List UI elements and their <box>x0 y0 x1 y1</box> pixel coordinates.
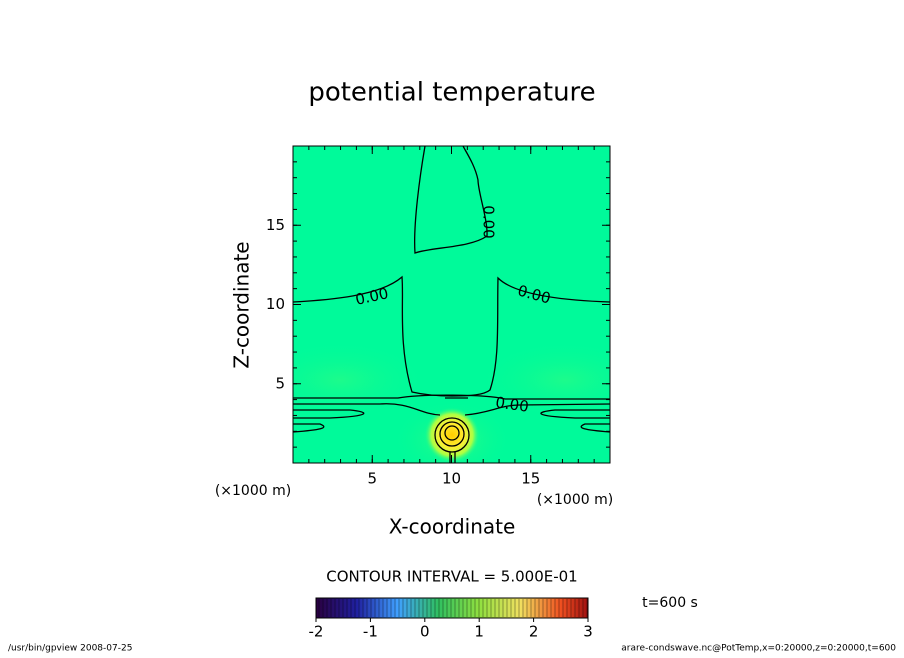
y-unit: (×1000 m) <box>215 483 291 499</box>
colorbar-tick-label: 1 <box>474 623 484 641</box>
colorbar-tick-label: -1 <box>363 623 378 641</box>
x-tick-label: 15 <box>521 470 540 488</box>
contour-label: 0.00 <box>494 393 530 415</box>
colorbar-tick-label: -2 <box>309 623 324 641</box>
colorbar-tick-label: 3 <box>583 623 593 641</box>
x-tick-label: 5 <box>367 470 377 488</box>
colorbar-tick-label: 0 <box>420 623 430 641</box>
contour-line <box>414 146 488 254</box>
contour-interval: CONTOUR INTERVAL = 5.000E-01 <box>326 568 577 586</box>
colorbar-tick-label: 2 <box>529 623 539 641</box>
contour-line <box>293 394 610 400</box>
colorbar <box>315 597 589 619</box>
time-label: t=600 s <box>642 595 698 611</box>
y-tick-label: 5 <box>275 374 285 392</box>
y-tick-label: 15 <box>266 216 285 234</box>
contour-line <box>449 452 456 463</box>
thermal-bubble <box>424 407 480 463</box>
chart-title: potential temperature <box>308 78 595 108</box>
field <box>293 146 610 463</box>
warm-region <box>475 340 610 420</box>
x-tick-label: 10 <box>442 470 461 488</box>
warm-region <box>293 340 430 420</box>
contour-line <box>293 403 610 416</box>
contour-label: 0.00 <box>480 205 498 238</box>
contour-line <box>434 417 470 453</box>
contour-line <box>293 409 610 419</box>
contour-line <box>293 423 610 433</box>
x-axis-label: X-coordinate <box>389 515 516 539</box>
x-unit: (×1000 m) <box>537 492 613 508</box>
contour-line <box>439 421 465 447</box>
footer-left: /usr/bin/gpview 2008-07-25 <box>8 644 132 654</box>
contour-line <box>293 275 610 397</box>
y-tick-label: 10 <box>266 295 285 313</box>
y-axis-label: Z-coordinate <box>230 241 254 368</box>
contour-line <box>444 425 460 441</box>
footer-right: arare-condswave.nc@PotTemp,x=0:20000,z=0… <box>621 644 896 654</box>
